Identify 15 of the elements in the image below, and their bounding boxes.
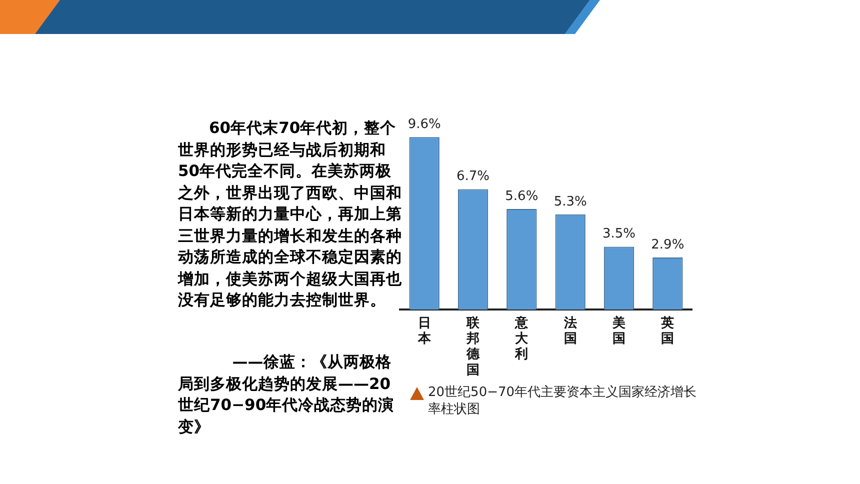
x-tick-label: 美国	[612, 314, 626, 346]
data-label: 9.6%	[408, 117, 441, 132]
data-label: 5.3%	[554, 194, 587, 210]
x-tick-label: 意大利	[514, 314, 530, 362]
data-label: 6.7%	[456, 169, 490, 184]
data-label: 2.9%	[651, 237, 684, 252]
x-tick-label: 联邦德国	[466, 314, 480, 377]
data-label: 5.6%	[505, 188, 538, 204]
text: 20世纪50−70年代主要资本主义国家经济增长率柱状图	[428, 384, 698, 418]
x-tick-label: 英国	[660, 314, 674, 346]
text: ——徐蓝：《从两极格局到多极化趋势的发展——20世纪70−90年代冷战态势的演变》	[178, 352, 396, 438]
x-tick-label: 法国	[562, 314, 577, 346]
data-label: 3.5%	[602, 226, 636, 242]
x-tick-label: 日本	[416, 314, 432, 346]
text: 60年代末70年代初，整个世界的形势已经与战后初期和50年代完全不同。在美苏两极之外，世界出现了西欧、中国和日本等新的力量中心，再加上第三世界力量的增长和发生的各种动荡所造成的全球不稳定因素的增加，使美苏两个超级大国再也没有足够的能力去控制世界。	[178, 119, 402, 309]
